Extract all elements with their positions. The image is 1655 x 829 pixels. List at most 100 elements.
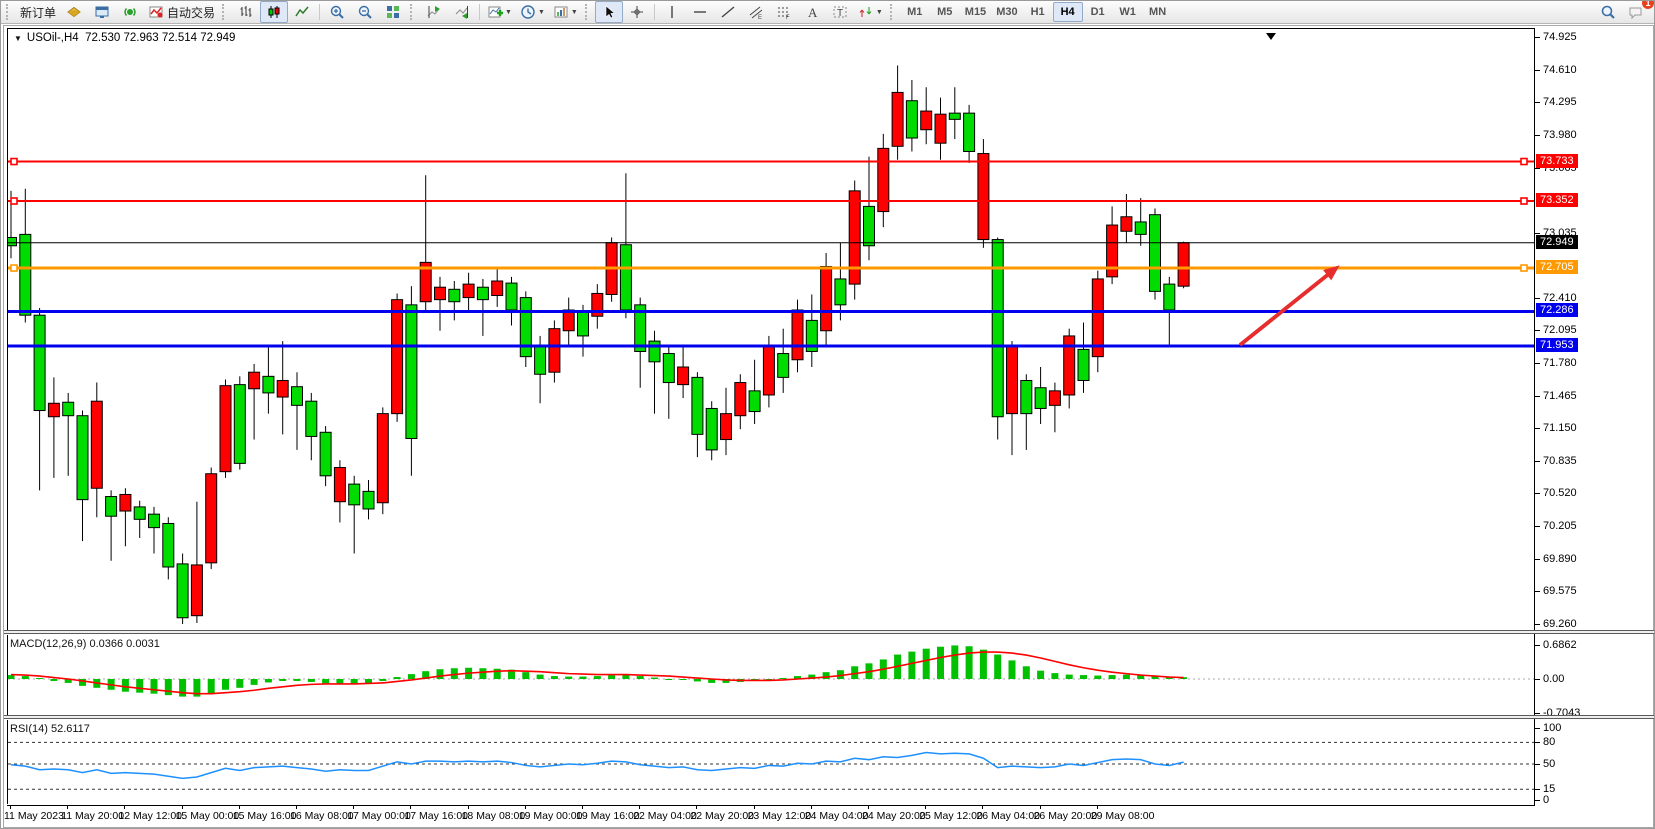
gold-badge-button[interactable] <box>60 1 88 23</box>
timeframe-h4-button[interactable]: H4 <box>1052 2 1083 22</box>
toolbar-grip <box>222 4 229 20</box>
crosshair-button[interactable] <box>623 1 651 23</box>
macd-axis-label: 0.00 <box>1543 673 1565 685</box>
time-axis-tick <box>868 806 869 809</box>
rsi-axis-label: 50 <box>1543 758 1556 770</box>
price-axis-tick <box>1535 460 1540 462</box>
fibonacci-button[interactable]: F <box>770 1 798 23</box>
bar-chart-button[interactable] <box>232 1 260 23</box>
arrows-button[interactable]: ▼ <box>854 1 887 23</box>
tile-windows-button[interactable] <box>379 1 407 23</box>
timeframe-w1-button[interactable]: W1 <box>1119 6 1136 18</box>
signals-icon <box>124 7 136 17</box>
timeframe-m30-button[interactable]: M30 <box>996 6 1018 18</box>
toolbar-grip <box>410 4 417 20</box>
price-axis-label: 74.610 <box>1543 63 1577 76</box>
notification-badge: 1 <box>1642 1 1654 9</box>
price-axis-label: 70.205 <box>1543 520 1577 533</box>
time-axis-label: 11 May 20:00 <box>61 810 125 822</box>
autotrading-button[interactable]: 自动交易 <box>144 1 219 23</box>
timeframe-m1-button[interactable]: M1 <box>907 6 923 18</box>
time-axis-tick <box>810 806 812 809</box>
horizontal-line-button[interactable] <box>686 1 714 23</box>
price-axis-label: 71.465 <box>1543 389 1577 402</box>
panel-separator[interactable] <box>4 630 1654 634</box>
line-chart-button[interactable] <box>288 1 316 23</box>
auto-scroll-icon <box>455 6 469 19</box>
time-axis-tick <box>524 806 526 809</box>
rsi-panel[interactable] <box>7 720 1534 804</box>
bar-chart-icon <box>240 6 252 17</box>
price-axis-tick <box>1535 134 1540 136</box>
price-axis-label: 72.410 <box>1543 291 1577 304</box>
zoom-out-button[interactable] <box>351 1 379 23</box>
candlestick-icon <box>268 6 280 18</box>
fibonacci-icon: F <box>777 7 790 20</box>
quote-low: 72.514 <box>161 32 198 44</box>
periods-button[interactable]: ▼ <box>516 1 549 23</box>
crosshair-icon <box>630 6 643 18</box>
horizontal-levels <box>8 157 1534 348</box>
text-label-button[interactable]: T <box>826 1 854 23</box>
time-axis-label: 18 May 08:00 <box>461 810 526 822</box>
search-button[interactable] <box>1594 1 1622 23</box>
time-axis-tick <box>238 806 240 809</box>
terminal-button[interactable] <box>88 1 116 23</box>
chart-shift-button[interactable] <box>420 1 448 23</box>
arrows-icon <box>859 7 872 17</box>
macd-panel[interactable] <box>7 635 1534 715</box>
trend-line-button[interactable] <box>714 1 742 23</box>
price-axis-line <box>1534 28 1535 805</box>
time-axis-tick <box>925 806 927 809</box>
timeframe-m15-button[interactable]: M15 <box>964 6 987 18</box>
text-icon: A <box>808 5 818 20</box>
time-axis[interactable]: 11 May 2023 11 May 20:00 12 May 12:00 15 Ma… <box>4 806 1534 824</box>
time-axis-tick <box>639 806 641 809</box>
time-axis-tick <box>467 806 469 809</box>
price-chart[interactable] <box>7 28 1534 630</box>
quote-bar: ▼ USOil-,H4 72.530 72.963 72.514 72.949 <box>14 32 235 44</box>
price-axis-label: 69.575 <box>1543 585 1577 598</box>
zoom-in-button[interactable] <box>323 1 351 23</box>
templates-button[interactable]: ▼ <box>549 1 582 23</box>
indicators-button[interactable]: ▼ <box>483 1 516 23</box>
vertical-line-icon <box>671 6 673 18</box>
chart-window[interactable]: ▼ USOil-,H4 72.530 72.963 72.514 72.949 M… <box>3 25 1654 828</box>
trend-arrow-annotation <box>1238 265 1340 347</box>
quote-open: 72.530 <box>85 32 121 44</box>
timeframe-h1-button[interactable]: H1 <box>1030 6 1045 18</box>
time-axis-label: 26 May 20:00 <box>1033 810 1098 822</box>
panel-separator[interactable] <box>4 715 1654 719</box>
quote-high: 72.963 <box>123 32 159 44</box>
rsi-indicator-label: RSI(14) 52.6117 <box>10 723 90 735</box>
notifications-button[interactable]: 1 <box>1622 1 1654 23</box>
price-axis-tick <box>1535 624 1540 626</box>
new-order-button[interactable]: 新订单 <box>16 1 60 23</box>
time-axis-line <box>7 805 1535 806</box>
time-axis-label: 11 May 2023 <box>4 810 64 822</box>
rsi-axis-tick <box>1535 742 1540 744</box>
rsi-axis-tick <box>1535 789 1540 791</box>
new-order-label: 新订单 <box>20 5 57 20</box>
time-axis-tick <box>181 806 183 809</box>
one-click-trading-arrow-icon[interactable]: ▼ <box>14 34 22 43</box>
price-level-badge: 72.949 <box>1536 234 1578 249</box>
quote-close: 72.949 <box>200 32 236 44</box>
price-axis-tick <box>1535 362 1540 364</box>
candlestick-button[interactable] <box>260 1 289 23</box>
timeframe-d1-button[interactable]: D1 <box>1090 6 1105 18</box>
text-button[interactable]: A <box>798 1 826 23</box>
price-axis-tick <box>1535 297 1540 299</box>
time-axis-label: 15 May 16:00 <box>232 810 297 822</box>
horizontal-line-icon <box>693 11 706 13</box>
timeframe-mn-button[interactable]: MN <box>1149 6 1167 18</box>
auto-scroll-button[interactable] <box>448 1 476 23</box>
timeframe-m5-button[interactable]: M5 <box>937 6 953 18</box>
equidistant-channel-button[interactable]: E <box>742 1 770 23</box>
cursor-button[interactable] <box>594 1 623 23</box>
macd-indicator-label: MACD(12,26,9) 0.0366 0.0031 <box>10 638 160 650</box>
vertical-line-button[interactable] <box>658 1 686 23</box>
signals-button[interactable] <box>116 1 144 23</box>
chart-shift-marker-icon <box>1266 33 1276 40</box>
time-axis-tick <box>124 806 126 809</box>
